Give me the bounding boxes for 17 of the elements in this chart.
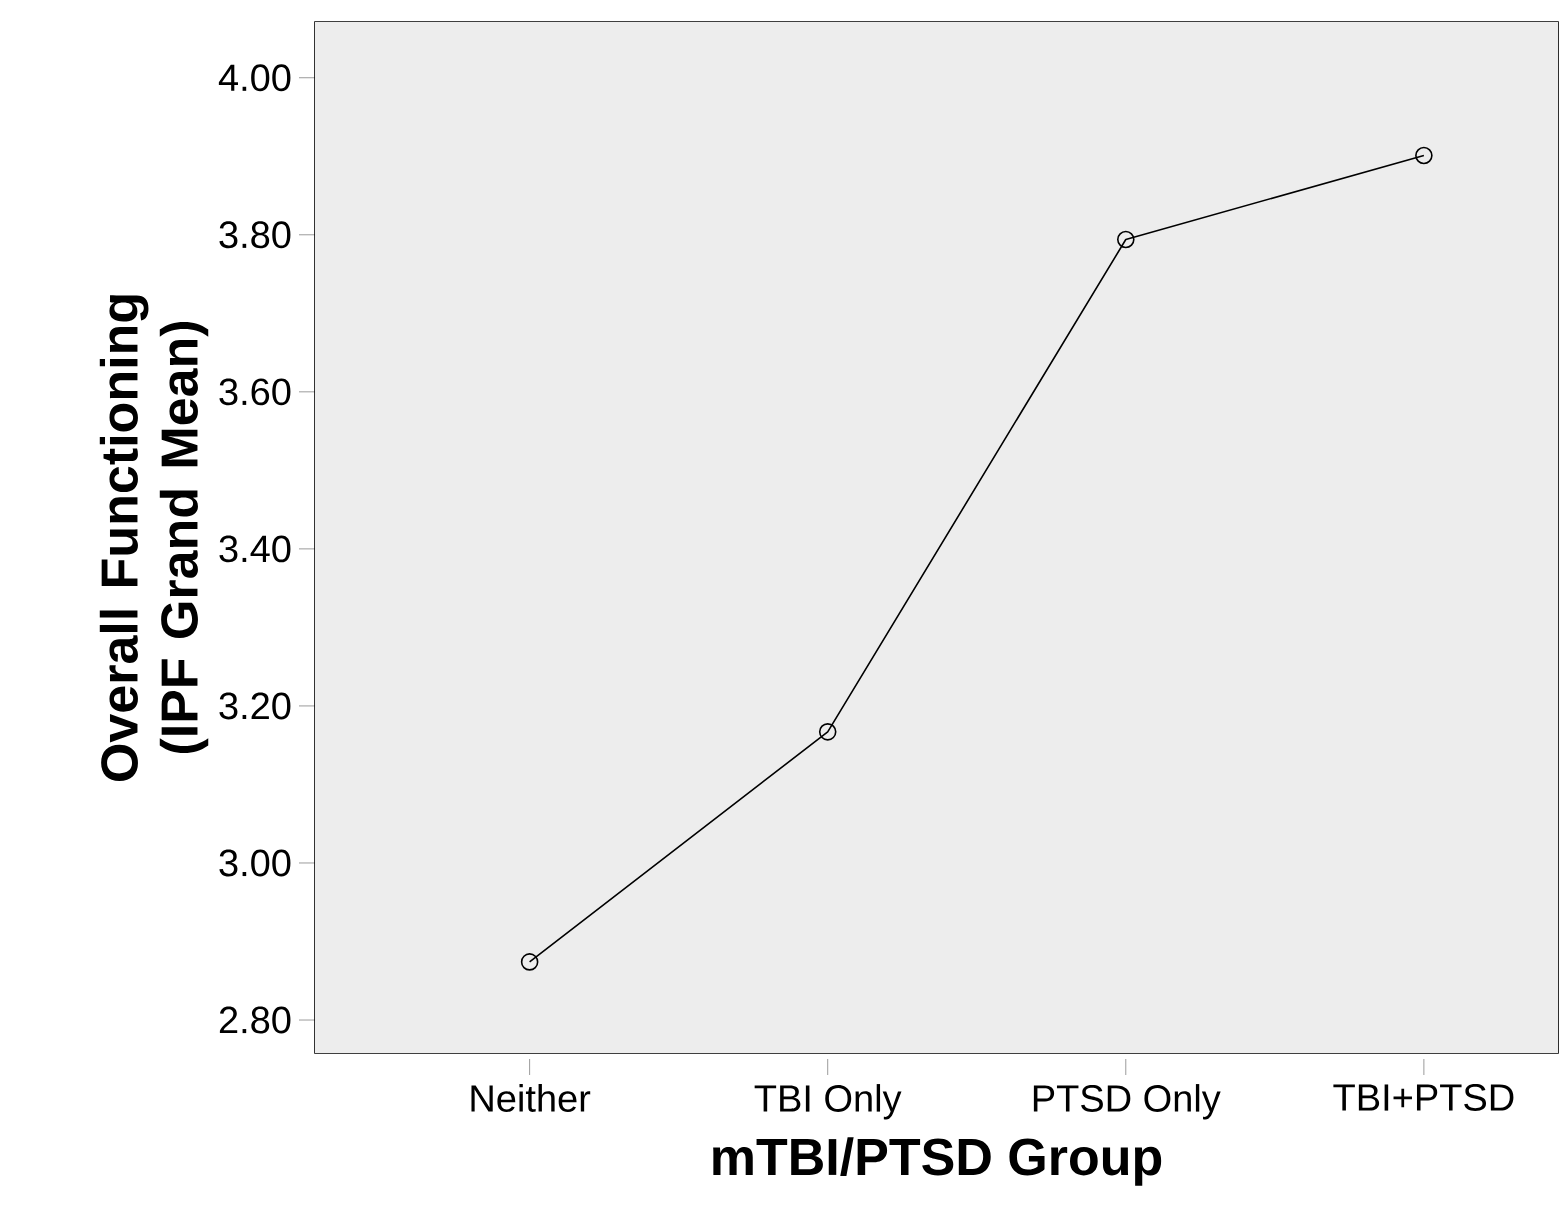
y-tick-label: 3.60 bbox=[219, 378, 291, 406]
point bbox=[520, 953, 539, 971]
y-tick-label: 4.00 bbox=[218, 64, 291, 92]
y-axis-title: Overall Functioning (IPF Grand Mean) bbox=[99, 295, 209, 781]
y-tick-label: 3.40 bbox=[219, 535, 291, 563]
y-tick-label: 2.80 bbox=[219, 1006, 291, 1034]
point bbox=[1415, 146, 1433, 165]
y-tick-label: 3.80 bbox=[219, 221, 291, 249]
x-tick-label: TBI+PTSD bbox=[1333, 1084, 1514, 1111]
point bbox=[818, 723, 837, 741]
x-tick-label: TBI Only bbox=[754, 1084, 902, 1120]
x-tick-label: Neither bbox=[471, 1084, 591, 1112]
y-tick-label: 3.00 bbox=[219, 849, 291, 877]
y-tick-label: 3.20 bbox=[219, 692, 291, 720]
point bbox=[1117, 230, 1135, 249]
x-tick-label: PTSD Only bbox=[1033, 1084, 1221, 1120]
x-axis-title: mTBI/PTSD Group bbox=[713, 1137, 1162, 1186]
